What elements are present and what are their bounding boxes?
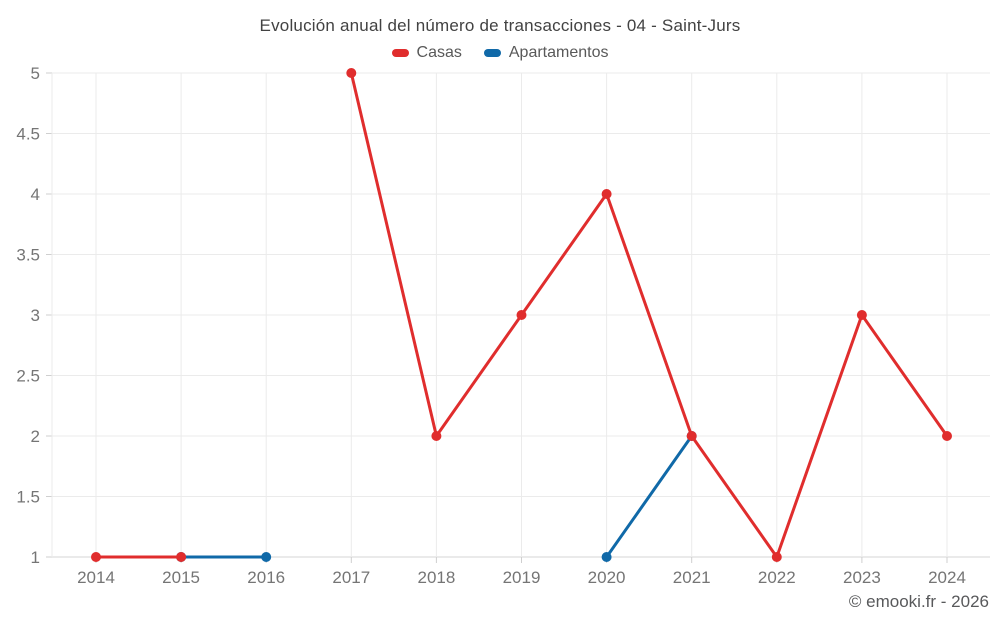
x-tick-label: 2024	[928, 568, 966, 587]
y-tick-label: 4.5	[16, 125, 40, 144]
y-tick-label: 3.5	[16, 246, 40, 265]
data-point-casas-2021[interactable]	[686, 431, 697, 441]
y-tick-label: 2	[31, 427, 40, 446]
data-point-casas-2020[interactable]	[601, 189, 612, 199]
data-point-casas-2017[interactable]	[346, 68, 357, 78]
x-tick-label: 2015	[162, 568, 200, 587]
data-point-casas-2024[interactable]	[942, 431, 952, 441]
x-tick-label: 2023	[843, 568, 881, 587]
chart-legend: Casas Apartamentos	[0, 44, 1000, 62]
legend-label: Apartamentos	[508, 44, 609, 61]
copyright-text: © emooki.fr - 2026	[848, 592, 989, 611]
data-point-apartamentos-2020[interactable]	[601, 552, 612, 562]
y-tick-label: 1.5	[16, 488, 40, 507]
chart-title: Evolución anual del número de transaccio…	[259, 16, 741, 35]
series-line-apartamentos	[605, 434, 694, 559]
x-tick-label: 2022	[758, 568, 796, 587]
y-tick-label: 2.5	[16, 367, 40, 386]
y-tick-label: 1	[31, 548, 40, 567]
data-point-casas-2014[interactable]	[91, 552, 101, 562]
x-tick-label: 2014	[77, 568, 115, 587]
legend-swatch-icon	[391, 49, 409, 57]
data-point-casas-2019[interactable]	[516, 310, 527, 320]
x-tick-label: 2019	[503, 568, 541, 587]
data-point-casas-2015[interactable]	[176, 552, 187, 562]
y-tick-label: 3	[31, 306, 40, 325]
data-point-casas-2023[interactable]	[856, 310, 867, 320]
y-tick-label: 5	[31, 64, 40, 83]
legend-swatch-icon	[483, 49, 501, 57]
x-tick-label: 2016	[247, 568, 285, 587]
legend-item-casas[interactable]: Casas	[391, 44, 462, 62]
series-line-casas	[349, 71, 949, 559]
y-tick-label: 4	[31, 185, 40, 204]
x-tick-label: 2017	[332, 568, 370, 587]
x-tick-label: 2018	[417, 568, 455, 587]
x-tick-label: 2020	[588, 568, 626, 587]
data-point-casas-2022[interactable]	[771, 552, 782, 562]
x-tick-label: 2021	[673, 568, 711, 587]
data-point-casas-2018[interactable]	[431, 431, 442, 441]
legend-label: Casas	[416, 44, 462, 61]
legend-item-apartamentos[interactable]: Apartamentos	[483, 44, 609, 62]
data-point-apartamentos-2016[interactable]	[261, 552, 272, 562]
